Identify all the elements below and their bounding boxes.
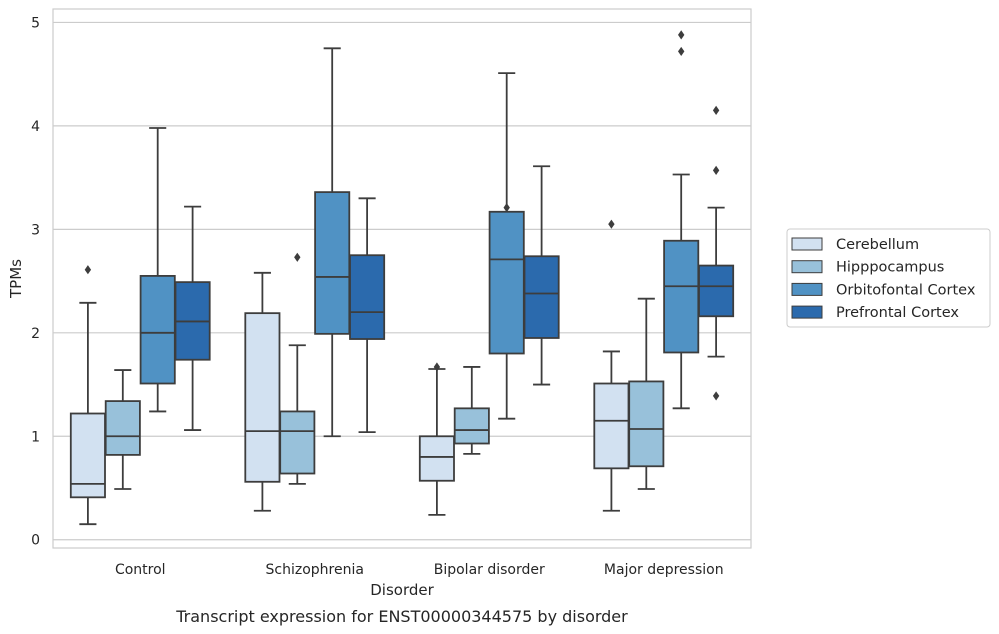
box-body bbox=[488, 210, 525, 355]
box-orbitofontal-cortex-major-depression bbox=[663, 30, 700, 410]
box-body bbox=[698, 264, 735, 318]
boxes bbox=[69, 30, 735, 526]
legend-swatch bbox=[791, 237, 823, 251]
x-tick-label-control: Control bbox=[115, 562, 166, 578]
y-tick-label-1: 1 bbox=[31, 429, 40, 445]
legend-swatch bbox=[791, 305, 823, 319]
outlier-point bbox=[678, 30, 685, 40]
x-axis-ticks: Control Schizophrenia Bipolar disorder Majo… bbox=[115, 562, 724, 578]
outlier-point bbox=[712, 165, 720, 175]
legend-swatch bbox=[791, 260, 823, 274]
box-orbitofontal-cortex-schizophrenia bbox=[314, 47, 351, 438]
outlier-point bbox=[294, 252, 301, 262]
box-body bbox=[349, 254, 386, 340]
box-body bbox=[593, 382, 630, 470]
outlier-point bbox=[712, 391, 720, 401]
legend-item-prefrontal-cortex: Prefrontal Cortex bbox=[791, 305, 959, 321]
legend-frame bbox=[786, 228, 991, 328]
plot-area bbox=[52, 8, 752, 549]
box-prefrontal-cortex-major-depression bbox=[698, 105, 735, 401]
box-body bbox=[104, 400, 141, 456]
y-tick-label-3: 3 bbox=[31, 222, 40, 238]
box-prefrontal-cortex-bipolar-disorder bbox=[523, 165, 560, 386]
outlier-point bbox=[608, 219, 615, 229]
legend-item-hipppocampus: Hipppocampus bbox=[791, 260, 944, 276]
box-body bbox=[279, 410, 316, 475]
box-cerebellum-control bbox=[69, 265, 106, 526]
box-body bbox=[523, 255, 560, 339]
legend-swatch bbox=[791, 282, 823, 296]
legend-label: Orbitofontal Cortex bbox=[836, 282, 976, 298]
chart-caption: Transcript expression for ENST0000034457… bbox=[175, 607, 628, 626]
legend-items: Cerebellum Hipppocampus Orbitofontal Corte… bbox=[791, 237, 976, 321]
legend-label: Cerebellum bbox=[836, 237, 919, 253]
box-prefrontal-cortex-control bbox=[174, 205, 211, 431]
legend: Cerebellum Hipppocampus Orbitofontal Corte… bbox=[786, 228, 991, 328]
box-hipppocampus-bipolar-disorder bbox=[453, 366, 490, 455]
box-body bbox=[663, 239, 700, 354]
x-axis-label: Disorder bbox=[370, 581, 434, 599]
box-body bbox=[244, 312, 281, 483]
outlier-point bbox=[503, 203, 510, 213]
box-orbitofontal-cortex-bipolar-disorder bbox=[488, 72, 525, 420]
x-tick-label-major-depression: Major depression bbox=[604, 562, 724, 578]
y-tick-label-0: 0 bbox=[31, 533, 40, 549]
box-cerebellum-bipolar-disorder bbox=[418, 362, 455, 516]
legend-item-orbitofontal-cortex: Orbitofontal Cortex bbox=[791, 282, 976, 298]
box-body bbox=[314, 191, 351, 335]
legend-label: Prefrontal Cortex bbox=[836, 305, 959, 321]
box-body bbox=[628, 380, 665, 468]
box-body bbox=[418, 435, 455, 482]
y-axis-ticks: 0 1 2 3 4 5 bbox=[31, 15, 40, 548]
x-tick-label-schizophrenia: Schizophrenia bbox=[266, 562, 364, 578]
box-cerebellum-major-depression bbox=[593, 219, 630, 512]
x-tick-label-bipolar-disorder: Bipolar disorder bbox=[434, 562, 545, 578]
box-body bbox=[453, 407, 490, 445]
box-cerebellum-schizophrenia bbox=[244, 271, 281, 512]
outlier-point bbox=[84, 265, 92, 275]
outlier-point bbox=[712, 105, 720, 115]
outlier-point bbox=[678, 46, 685, 57]
y-tick-label-4: 4 bbox=[31, 119, 40, 135]
box-hipppocampus-control bbox=[104, 369, 141, 490]
y-tick-label-5: 5 bbox=[31, 15, 40, 31]
y-axis-label: TPMs bbox=[7, 259, 25, 299]
box-prefrontal-cortex-schizophrenia bbox=[349, 197, 386, 434]
legend-label: Hipppocampus bbox=[836, 260, 944, 276]
box-body bbox=[139, 275, 176, 385]
box-hipppocampus-major-depression bbox=[628, 297, 665, 490]
box-hipppocampus-schizophrenia bbox=[279, 252, 316, 485]
legend-item-cerebellum: Cerebellum bbox=[791, 237, 919, 253]
outlier-point bbox=[433, 362, 441, 372]
y-tick-label-2: 2 bbox=[31, 326, 40, 342]
box-orbitofontal-cortex-control bbox=[139, 127, 176, 413]
